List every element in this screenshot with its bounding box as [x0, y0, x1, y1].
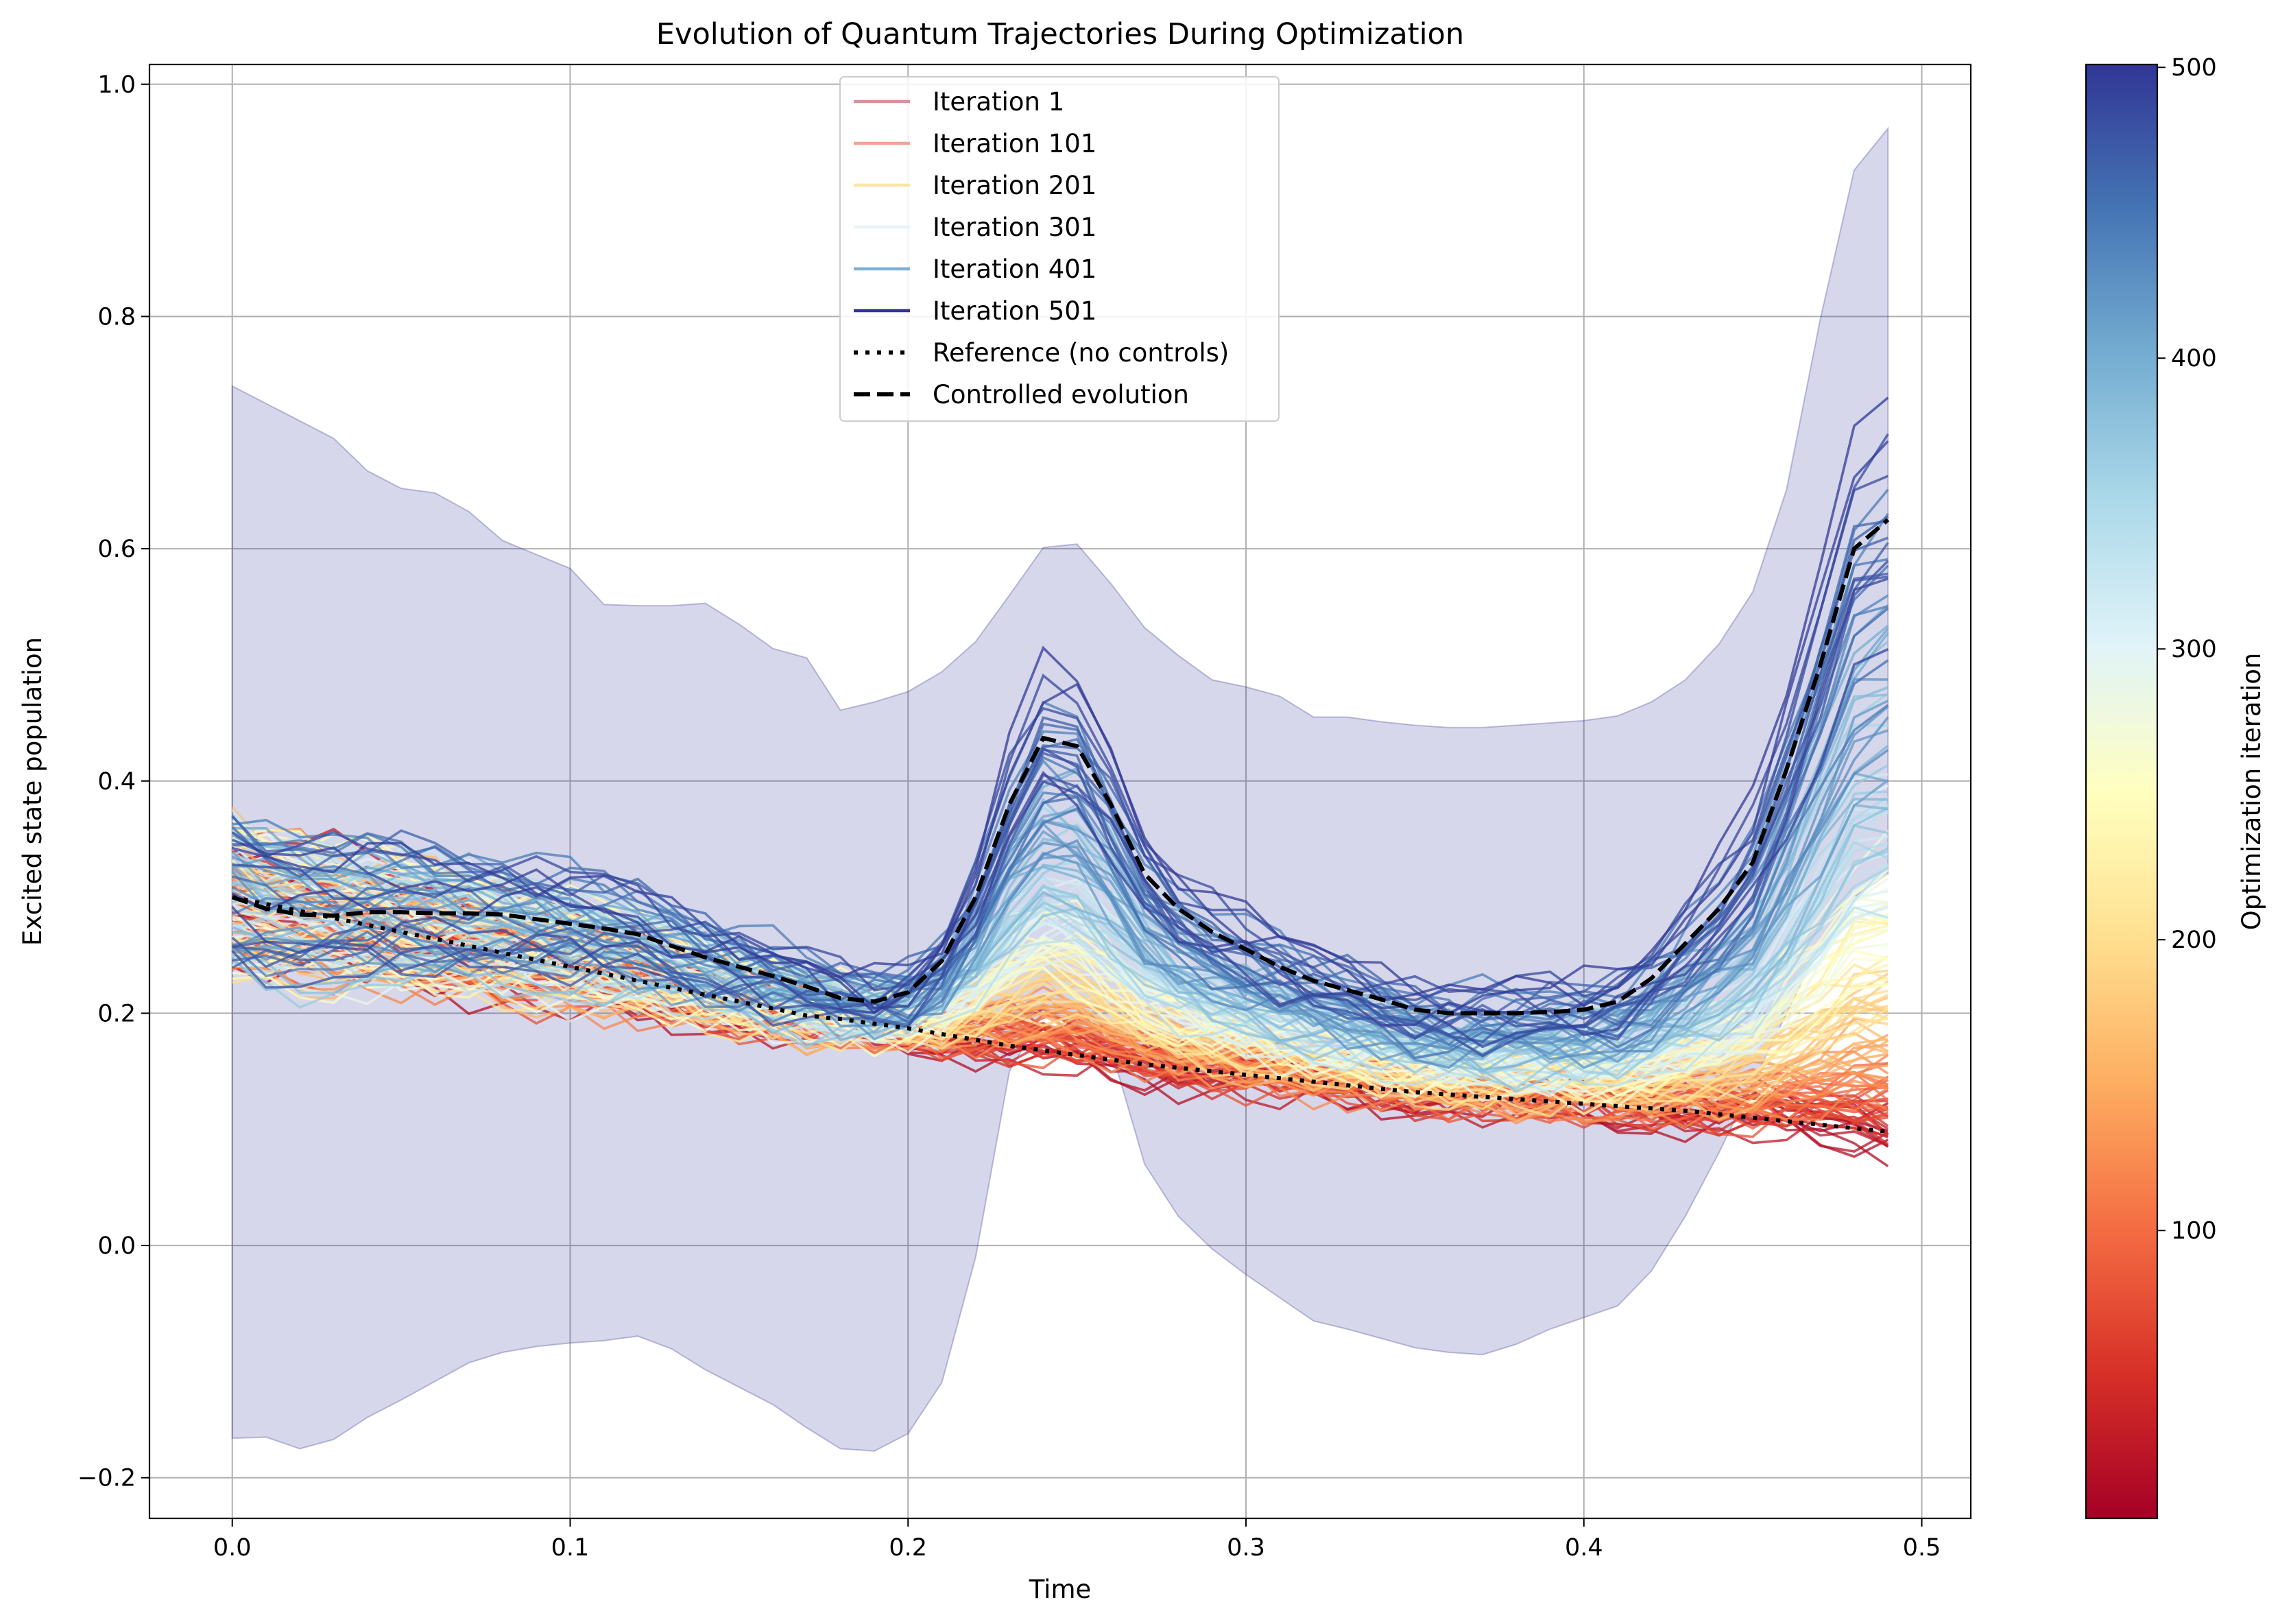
colorbar-tick-label: 300 [2171, 636, 2217, 663]
trajectory-line [232, 560, 1889, 1041]
legend-label: Iteration 1 [933, 87, 1064, 117]
legend-label: Controlled evolution [933, 380, 1189, 409]
x-tick-label: 0.3 [1227, 1534, 1265, 1562]
trajectory-line [232, 440, 1889, 1015]
trajectory-line [231, 513, 1889, 1019]
trajectory-line [231, 716, 1889, 1061]
x-tick-label: 0.5 [1903, 1534, 1941, 1562]
y-tick-label: 0.4 [97, 768, 136, 796]
y-tick-label: 0.8 [97, 303, 136, 331]
legend-label: Iteration 501 [933, 296, 1096, 326]
trajectory-line [231, 803, 1888, 1071]
trajectory-line [232, 607, 1889, 1041]
y-tick-label: −0.2 [77, 1465, 136, 1492]
y-tick-label: 0.0 [97, 1232, 136, 1260]
x-tick-label: 0.1 [551, 1534, 590, 1562]
legend-label: Iteration 101 [933, 129, 1096, 158]
trajectory-line [231, 519, 1888, 1016]
colorbar-tick-label: 400 [2171, 345, 2217, 372]
colorbar-tick-label: 200 [2171, 927, 2217, 954]
trajectory-line [232, 949, 1888, 1116]
trajectory-line [232, 749, 1889, 1069]
legend-box [839, 76, 1280, 422]
x-tick-label: 0.0 [213, 1534, 252, 1562]
colorbar: 100 200 300 400 500 [2085, 54, 2217, 1520]
trajectory-line [231, 594, 1889, 1044]
trajectory-line [231, 700, 1889, 1050]
x-tick-label: 0.2 [889, 1534, 927, 1562]
colorbar-label: Optimization iteration [2237, 653, 2266, 931]
reference-line [232, 895, 1888, 1134]
plot-frame [148, 63, 1972, 1520]
trajectory-line [231, 575, 1888, 1058]
controlled-line [231, 518, 1890, 1016]
chart-title: Evolution of Quantum Trajectories During… [656, 17, 1464, 51]
y-tick-label: 1.0 [97, 71, 136, 99]
y-axis-label: Excited state population [18, 637, 47, 946]
x-tick-label: 0.4 [1565, 1534, 1603, 1562]
trajectory-line [231, 906, 1888, 1087]
y-tick-label: 0.6 [97, 536, 136, 563]
colorbar-gradient [2085, 63, 2159, 1520]
y-axis: −0.2 0.0 0.2 0.4 0.6 0.8 1.0 [77, 71, 149, 1492]
legend-label: Iteration 401 [933, 254, 1096, 284]
legend-label: Reference (no controls) [933, 338, 1229, 368]
y-tick-label: 0.2 [97, 1000, 136, 1027]
controlled-series [231, 518, 1890, 1016]
colorbar-tick-label: 500 [2171, 54, 2217, 82]
x-axis: 0.0 0.1 0.2 0.3 0.4 0.5 [213, 1518, 1941, 1562]
trajectory-line [231, 396, 1889, 1014]
trajectory-line [232, 659, 1889, 1060]
trajectory-line [232, 564, 1889, 1026]
colorbar-tick-label: 100 [2171, 1217, 2217, 1245]
trajectory-line [232, 433, 1889, 1018]
reference-series [232, 895, 1888, 1134]
legend: Iteration 1 Iteration 101 Iteration 201 Ite… [839, 76, 1280, 422]
legend-label: Iteration 201 [933, 171, 1096, 200]
x-axis-label: Time [1029, 1575, 1092, 1604]
trajectory-line [232, 807, 1889, 1093]
legend-label: Iteration 301 [933, 213, 1096, 242]
trajectory-line [232, 934, 1888, 1108]
